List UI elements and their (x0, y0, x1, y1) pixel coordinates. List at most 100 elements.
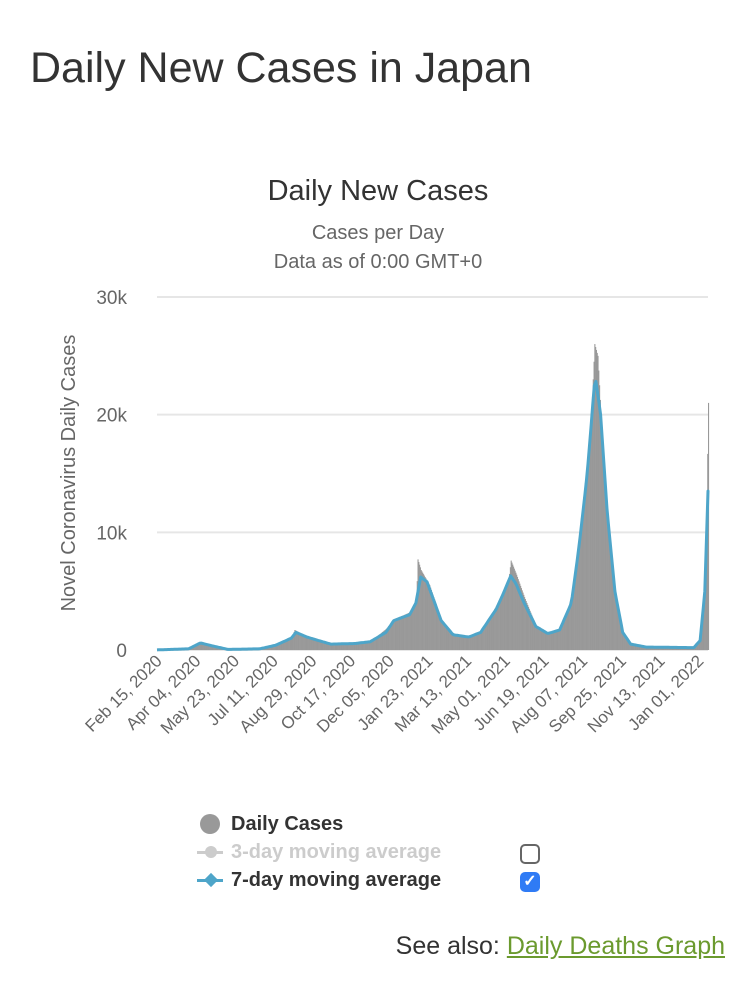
daily-cases-bar (468, 636, 470, 650)
daily-cases-bar (630, 644, 632, 650)
daily-cases-bar (192, 646, 194, 650)
daily-cases-bar (642, 646, 644, 650)
daily-cases-bar (439, 615, 441, 650)
daily-cases-bar (601, 426, 603, 650)
daily-cases-bar (572, 593, 574, 650)
daily-cases-bar (434, 599, 436, 650)
legend-item-3day[interactable]: 3-day moving average (195, 838, 540, 866)
daily-cases-bar (316, 639, 318, 650)
daily-cases-bar (267, 647, 269, 650)
daily-cases-bar (335, 643, 337, 650)
daily-cases-bar (704, 575, 706, 650)
checkbox-7day[interactable]: ✓ (520, 872, 540, 892)
daily-cases-bar (471, 636, 473, 650)
daily-cases-bar (348, 643, 350, 650)
daily-cases-bar (383, 630, 385, 650)
daily-cases-bar (472, 635, 474, 650)
daily-cases-bar (430, 589, 433, 650)
daily-cases-bar (618, 611, 620, 650)
daily-cases-bar (639, 645, 641, 650)
daily-cases-bar (314, 639, 316, 650)
y-tick-label: 10k (96, 523, 127, 544)
daily-cases-bar (588, 442, 590, 650)
daily-cases-bar (569, 606, 571, 650)
daily-cases-bar (351, 643, 353, 650)
daily-cases-bar (411, 608, 414, 650)
daily-cases-bar (516, 574, 518, 650)
daily-cases-bar (334, 644, 336, 650)
daily-cases-bar (485, 624, 487, 650)
daily-cases-bar (194, 645, 196, 650)
daily-cases-bar (563, 619, 565, 650)
daily-cases-bar (354, 643, 356, 650)
daily-cases-bar (623, 633, 625, 650)
daily-cases-bar (620, 619, 622, 650)
daily-cases-bar (587, 461, 589, 650)
daily-cases-bar (529, 610, 531, 650)
daily-cases-bar (380, 633, 382, 650)
daily-cases-bar (393, 619, 395, 650)
daily-cases-bar (560, 626, 562, 650)
daily-cases-bar (361, 642, 363, 650)
daily-cases-bar (481, 630, 483, 650)
daily-cases-bar (614, 582, 616, 650)
daily-cases-bar (527, 604, 529, 650)
daily-cases-bar (388, 625, 390, 650)
daily-cases-bar (305, 636, 307, 650)
daily-cases-bar (552, 631, 554, 650)
checkbox-3day[interactable] (520, 844, 540, 864)
daily-cases-bar (433, 597, 435, 650)
daily-cases-bar (453, 634, 455, 650)
daily-cases-bar (526, 602, 528, 650)
daily-cases-bar (550, 632, 552, 650)
legend-item-daily-cases[interactable]: Daily Cases (195, 810, 441, 838)
daily-cases-bar (291, 636, 294, 650)
daily-cases-bar (303, 634, 305, 650)
legend-item-7day[interactable]: 7-day moving average ✓ (195, 866, 540, 894)
daily-cases-bar (313, 638, 315, 650)
daily-cases-bar (622, 632, 624, 650)
daily-cases-bar (580, 525, 582, 650)
daily-cases-bar (366, 642, 368, 650)
daily-cases-bar (538, 627, 540, 650)
daily-cases-bar (284, 641, 286, 650)
daily-cases-bar (636, 645, 639, 650)
daily-cases-bar (495, 606, 497, 650)
daily-cases-bar (391, 622, 393, 650)
daily-cases-bar (423, 574, 425, 650)
daily-cases-bar (270, 646, 272, 650)
daily-cases-bar (375, 637, 377, 650)
daily-cases-bar (344, 643, 346, 650)
daily-cases-bar (415, 604, 417, 650)
daily-cases-bar (287, 639, 289, 650)
daily-cases-bar (604, 473, 606, 650)
daily-cases-bar (511, 562, 513, 650)
daily-cases-bar (595, 347, 597, 650)
daily-cases-bar (500, 596, 502, 650)
daily-cases-bar (568, 608, 570, 650)
daily-cases-bar (633, 644, 635, 650)
daily-cases-bar (454, 634, 456, 650)
daily-cases-bar (501, 594, 503, 650)
daily-cases-bar (627, 639, 629, 650)
daily-cases-bar (405, 614, 407, 650)
daily-cases-bar (344, 643, 346, 650)
daily-cases-bar (578, 539, 580, 650)
daily-cases-bar (582, 504, 584, 650)
daily-cases-bar (555, 630, 557, 650)
daily-cases-bar (629, 641, 631, 650)
daily-cases-bar (640, 646, 642, 650)
daily-cases-bar (437, 608, 439, 650)
daily-cases-bar (446, 627, 448, 650)
daily-cases-bar (636, 645, 638, 650)
daily-cases-bar (355, 643, 357, 650)
daily-cases-bar (554, 630, 556, 650)
daily-cases-bar (295, 630, 297, 650)
daily-cases-bar (499, 598, 501, 650)
daily-deaths-link[interactable]: Daily Deaths Graph (506, 932, 725, 960)
daily-cases-bar (708, 402, 710, 650)
daily-cases-bar (273, 645, 275, 650)
daily-cases-bar (392, 621, 394, 650)
daily-cases-bar (557, 629, 559, 650)
daily-cases-bar (701, 627, 703, 650)
